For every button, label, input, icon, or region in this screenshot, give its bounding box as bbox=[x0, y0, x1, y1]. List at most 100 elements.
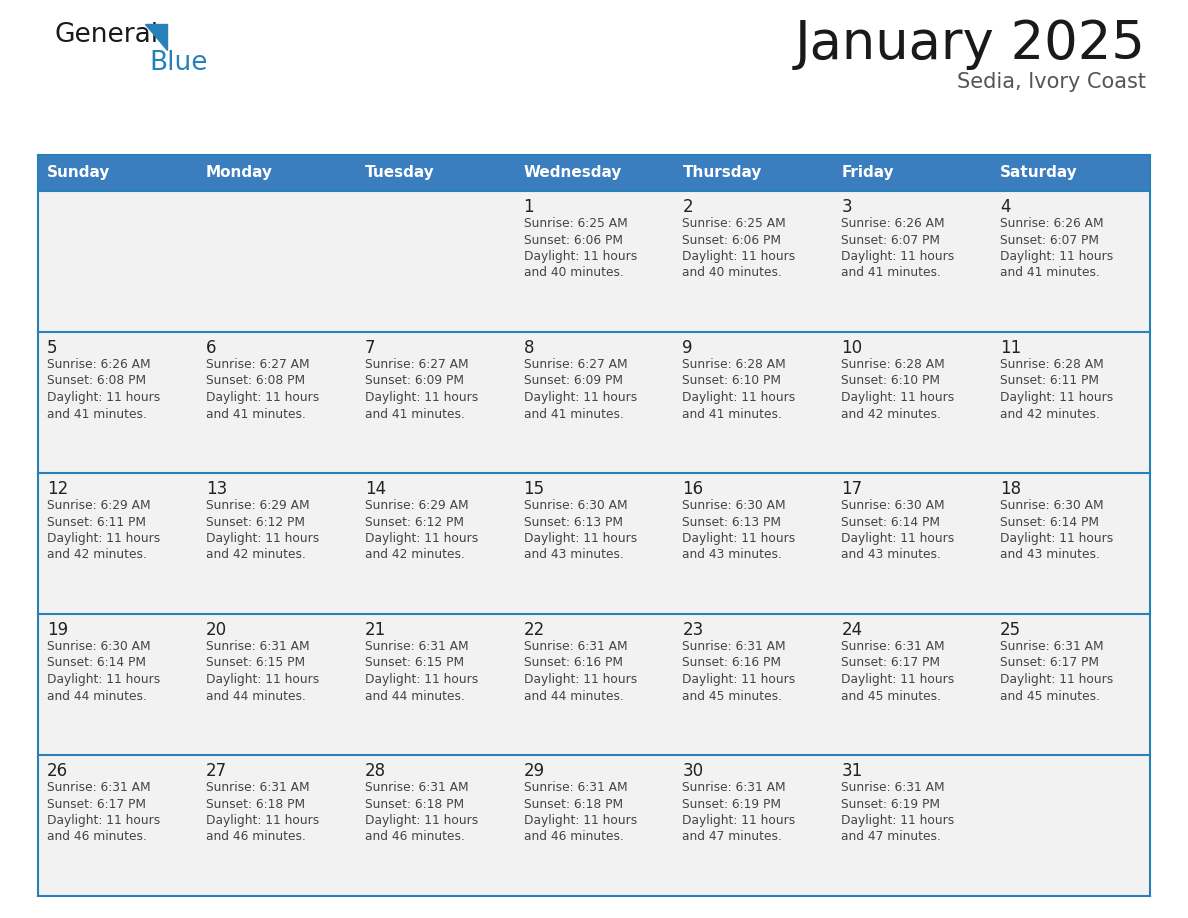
Text: Sunset: 6:16 PM: Sunset: 6:16 PM bbox=[682, 656, 782, 669]
Text: and 41 minutes.: and 41 minutes. bbox=[841, 266, 941, 279]
Text: Sunset: 6:17 PM: Sunset: 6:17 PM bbox=[48, 798, 146, 811]
Text: Sunset: 6:12 PM: Sunset: 6:12 PM bbox=[206, 516, 305, 529]
Text: Sunrise: 6:31 AM: Sunrise: 6:31 AM bbox=[524, 781, 627, 794]
Text: Sunrise: 6:26 AM: Sunrise: 6:26 AM bbox=[48, 358, 151, 371]
Text: Daylight: 11 hours: Daylight: 11 hours bbox=[1000, 250, 1113, 263]
Text: Monday: Monday bbox=[206, 165, 273, 181]
Text: Daylight: 11 hours: Daylight: 11 hours bbox=[1000, 391, 1113, 404]
Text: Sunrise: 6:30 AM: Sunrise: 6:30 AM bbox=[524, 499, 627, 512]
Text: Daylight: 11 hours: Daylight: 11 hours bbox=[682, 814, 796, 827]
Text: Sunset: 6:08 PM: Sunset: 6:08 PM bbox=[48, 375, 146, 387]
Text: 17: 17 bbox=[841, 480, 862, 498]
Text: and 47 minutes.: and 47 minutes. bbox=[682, 831, 783, 844]
Text: Daylight: 11 hours: Daylight: 11 hours bbox=[841, 532, 954, 545]
Text: and 44 minutes.: and 44 minutes. bbox=[48, 689, 147, 702]
Text: Sunset: 6:10 PM: Sunset: 6:10 PM bbox=[841, 375, 940, 387]
Text: Sunset: 6:14 PM: Sunset: 6:14 PM bbox=[841, 516, 940, 529]
Text: Sunset: 6:13 PM: Sunset: 6:13 PM bbox=[524, 516, 623, 529]
Text: and 42 minutes.: and 42 minutes. bbox=[48, 548, 147, 562]
Text: Sunset: 6:09 PM: Sunset: 6:09 PM bbox=[524, 375, 623, 387]
Text: Sunday: Sunday bbox=[48, 165, 110, 181]
Text: 31: 31 bbox=[841, 762, 862, 780]
Text: 3: 3 bbox=[841, 198, 852, 216]
Text: Daylight: 11 hours: Daylight: 11 hours bbox=[48, 673, 160, 686]
Text: Sunset: 6:10 PM: Sunset: 6:10 PM bbox=[682, 375, 782, 387]
Text: Sunrise: 6:29 AM: Sunrise: 6:29 AM bbox=[206, 499, 310, 512]
Text: and 44 minutes.: and 44 minutes. bbox=[524, 689, 624, 702]
Text: Daylight: 11 hours: Daylight: 11 hours bbox=[1000, 673, 1113, 686]
Bar bbox=[38, 473, 1150, 614]
Text: Sunset: 6:06 PM: Sunset: 6:06 PM bbox=[524, 233, 623, 247]
Text: Sunset: 6:19 PM: Sunset: 6:19 PM bbox=[841, 798, 940, 811]
Text: 10: 10 bbox=[841, 339, 862, 357]
Text: and 42 minutes.: and 42 minutes. bbox=[841, 408, 941, 420]
Text: Thursday: Thursday bbox=[682, 165, 762, 181]
Text: and 40 minutes.: and 40 minutes. bbox=[524, 266, 624, 279]
Text: 15: 15 bbox=[524, 480, 544, 498]
Bar bbox=[38, 155, 1150, 191]
Text: and 45 minutes.: and 45 minutes. bbox=[841, 689, 941, 702]
Text: and 45 minutes.: and 45 minutes. bbox=[682, 689, 783, 702]
Text: Sunset: 6:13 PM: Sunset: 6:13 PM bbox=[682, 516, 782, 529]
Text: 2: 2 bbox=[682, 198, 693, 216]
Text: Sunset: 6:08 PM: Sunset: 6:08 PM bbox=[206, 375, 305, 387]
Text: Daylight: 11 hours: Daylight: 11 hours bbox=[206, 391, 320, 404]
Text: Sunrise: 6:31 AM: Sunrise: 6:31 AM bbox=[841, 781, 944, 794]
Text: and 43 minutes.: and 43 minutes. bbox=[682, 548, 783, 562]
Text: Sunrise: 6:31 AM: Sunrise: 6:31 AM bbox=[365, 640, 468, 653]
Text: Sunset: 6:11 PM: Sunset: 6:11 PM bbox=[1000, 375, 1099, 387]
Text: General: General bbox=[55, 22, 159, 48]
Text: Daylight: 11 hours: Daylight: 11 hours bbox=[682, 391, 796, 404]
Text: Sunrise: 6:31 AM: Sunrise: 6:31 AM bbox=[48, 781, 151, 794]
Text: Daylight: 11 hours: Daylight: 11 hours bbox=[365, 391, 478, 404]
Text: 13: 13 bbox=[206, 480, 227, 498]
Text: and 41 minutes.: and 41 minutes. bbox=[365, 408, 465, 420]
Text: 7: 7 bbox=[365, 339, 375, 357]
Text: 4: 4 bbox=[1000, 198, 1011, 216]
Text: Sunrise: 6:30 AM: Sunrise: 6:30 AM bbox=[841, 499, 944, 512]
Text: Daylight: 11 hours: Daylight: 11 hours bbox=[524, 391, 637, 404]
Text: and 43 minutes.: and 43 minutes. bbox=[524, 548, 624, 562]
Text: Sunset: 6:14 PM: Sunset: 6:14 PM bbox=[48, 656, 146, 669]
Text: and 42 minutes.: and 42 minutes. bbox=[365, 548, 465, 562]
Text: Sunrise: 6:31 AM: Sunrise: 6:31 AM bbox=[524, 640, 627, 653]
Text: Tuesday: Tuesday bbox=[365, 165, 435, 181]
Text: and 46 minutes.: and 46 minutes. bbox=[524, 831, 624, 844]
Text: 27: 27 bbox=[206, 762, 227, 780]
Text: Daylight: 11 hours: Daylight: 11 hours bbox=[682, 532, 796, 545]
Text: Daylight: 11 hours: Daylight: 11 hours bbox=[841, 814, 954, 827]
Text: Blue: Blue bbox=[148, 50, 208, 76]
Text: Daylight: 11 hours: Daylight: 11 hours bbox=[48, 532, 160, 545]
Bar bbox=[38, 191, 1150, 332]
Text: Sunrise: 6:28 AM: Sunrise: 6:28 AM bbox=[682, 358, 786, 371]
Text: Sunset: 6:11 PM: Sunset: 6:11 PM bbox=[48, 516, 146, 529]
Text: Sunrise: 6:28 AM: Sunrise: 6:28 AM bbox=[841, 358, 944, 371]
Text: and 47 minutes.: and 47 minutes. bbox=[841, 831, 941, 844]
Text: and 42 minutes.: and 42 minutes. bbox=[1000, 408, 1100, 420]
Text: and 41 minutes.: and 41 minutes. bbox=[682, 408, 783, 420]
Text: 12: 12 bbox=[48, 480, 68, 498]
Text: 23: 23 bbox=[682, 621, 703, 639]
Text: Daylight: 11 hours: Daylight: 11 hours bbox=[524, 673, 637, 686]
Text: Sunset: 6:17 PM: Sunset: 6:17 PM bbox=[841, 656, 940, 669]
Text: Sunset: 6:07 PM: Sunset: 6:07 PM bbox=[1000, 233, 1099, 247]
Text: and 41 minutes.: and 41 minutes. bbox=[206, 408, 305, 420]
Text: Sunset: 6:15 PM: Sunset: 6:15 PM bbox=[365, 656, 463, 669]
Text: and 46 minutes.: and 46 minutes. bbox=[365, 831, 465, 844]
Text: 1: 1 bbox=[524, 198, 535, 216]
Text: and 45 minutes.: and 45 minutes. bbox=[1000, 689, 1100, 702]
Text: Sedia, Ivory Coast: Sedia, Ivory Coast bbox=[958, 72, 1146, 92]
Text: Daylight: 11 hours: Daylight: 11 hours bbox=[206, 814, 320, 827]
Text: Sunrise: 6:27 AM: Sunrise: 6:27 AM bbox=[206, 358, 310, 371]
Text: Daylight: 11 hours: Daylight: 11 hours bbox=[206, 532, 320, 545]
Text: Sunset: 6:19 PM: Sunset: 6:19 PM bbox=[682, 798, 782, 811]
Text: 19: 19 bbox=[48, 621, 68, 639]
Text: Sunrise: 6:31 AM: Sunrise: 6:31 AM bbox=[841, 640, 944, 653]
Bar bbox=[38, 332, 1150, 473]
Text: and 44 minutes.: and 44 minutes. bbox=[365, 689, 465, 702]
Text: Sunset: 6:18 PM: Sunset: 6:18 PM bbox=[365, 798, 463, 811]
Text: Friday: Friday bbox=[841, 165, 893, 181]
Text: 14: 14 bbox=[365, 480, 386, 498]
Text: 24: 24 bbox=[841, 621, 862, 639]
Text: and 41 minutes.: and 41 minutes. bbox=[1000, 266, 1100, 279]
